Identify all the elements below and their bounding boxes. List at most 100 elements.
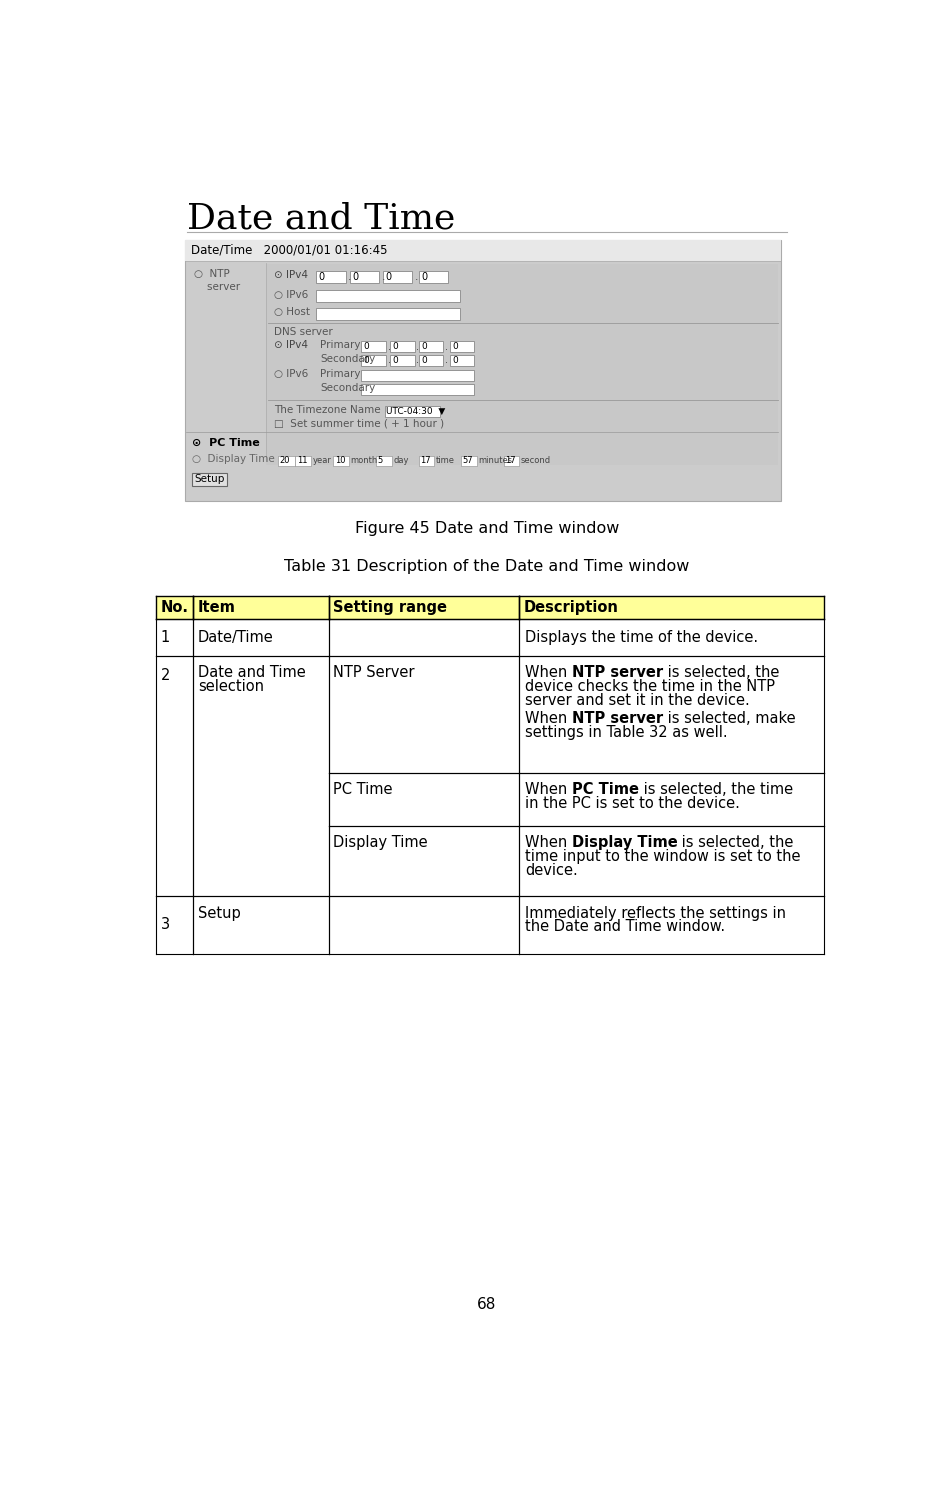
Bar bbox=[266, 265, 777, 465]
Text: ○  Display Time: ○ Display Time bbox=[192, 453, 276, 464]
Text: Date/Time   2000/01/01 01:16:45: Date/Time 2000/01/01 01:16:45 bbox=[191, 244, 388, 256]
Text: the Date and Time window.: the Date and Time window. bbox=[524, 920, 725, 935]
Text: ⊙ IPv4: ⊙ IPv4 bbox=[274, 271, 308, 280]
Bar bbox=[385, 405, 441, 417]
Text: Immediately reflects the settings in: Immediately reflects the settings in bbox=[524, 905, 786, 920]
Bar bbox=[192, 473, 227, 486]
Text: NTP server: NTP server bbox=[572, 711, 663, 726]
Bar bbox=[419, 271, 448, 283]
Text: 0: 0 bbox=[452, 343, 458, 352]
Text: minutes: minutes bbox=[479, 456, 512, 465]
Text: Setting range: Setting range bbox=[333, 600, 447, 615]
Text: The Timezone Name: The Timezone Name bbox=[274, 405, 380, 414]
Bar bbox=[333, 456, 349, 465]
Bar bbox=[350, 271, 379, 283]
Bar bbox=[376, 456, 391, 465]
Text: ○ IPv6: ○ IPv6 bbox=[274, 370, 308, 378]
Text: 0: 0 bbox=[452, 356, 458, 365]
Text: 0: 0 bbox=[421, 272, 428, 281]
Text: Displays the time of the device.: Displays the time of the device. bbox=[524, 630, 758, 645]
Text: year: year bbox=[313, 456, 332, 465]
Text: is selected, the time: is selected, the time bbox=[638, 782, 793, 797]
Text: Table 31 Description of the Date and Time window: Table 31 Description of the Date and Tim… bbox=[284, 560, 690, 574]
Text: 0: 0 bbox=[364, 356, 370, 365]
Bar bbox=[383, 271, 412, 283]
Bar bbox=[449, 355, 474, 367]
Text: 20: 20 bbox=[279, 456, 290, 465]
Bar bbox=[419, 355, 444, 367]
Text: .: . bbox=[415, 272, 418, 281]
Bar bbox=[419, 341, 444, 352]
Text: NTP Server: NTP Server bbox=[333, 666, 415, 681]
Text: Secondary: Secondary bbox=[320, 353, 375, 364]
Text: second: second bbox=[521, 456, 551, 465]
Text: .: . bbox=[388, 341, 390, 352]
Bar bbox=[462, 456, 477, 465]
Bar bbox=[329, 595, 519, 619]
Text: Date and Time: Date and Time bbox=[187, 200, 455, 235]
Text: 0: 0 bbox=[364, 343, 370, 352]
Text: No.: No. bbox=[161, 600, 189, 615]
Text: settings in Table 32 as well.: settings in Table 32 as well. bbox=[524, 724, 728, 739]
Text: .: . bbox=[416, 341, 419, 352]
Text: 57: 57 bbox=[463, 456, 473, 465]
Text: .: . bbox=[388, 356, 390, 365]
Text: 11: 11 bbox=[297, 456, 308, 465]
Text: 0: 0 bbox=[392, 356, 398, 365]
Bar bbox=[390, 341, 415, 352]
Text: UTC-04:30  ▼: UTC-04:30 ▼ bbox=[386, 407, 446, 416]
Text: .: . bbox=[348, 272, 352, 281]
Text: 10: 10 bbox=[335, 456, 346, 465]
Text: Item: Item bbox=[198, 600, 236, 615]
Text: Setup: Setup bbox=[198, 905, 240, 920]
Text: is selected, the: is selected, the bbox=[677, 835, 794, 850]
Text: .: . bbox=[382, 272, 385, 281]
Text: PC Time: PC Time bbox=[572, 782, 638, 797]
Text: 0: 0 bbox=[392, 343, 398, 352]
Text: is selected, make: is selected, make bbox=[663, 711, 795, 726]
Bar bbox=[361, 371, 474, 381]
Bar bbox=[316, 271, 346, 283]
Bar bbox=[316, 290, 460, 302]
Text: PC Time: PC Time bbox=[333, 782, 393, 797]
Text: in the PC is set to the device.: in the PC is set to the device. bbox=[524, 796, 740, 811]
Bar bbox=[449, 341, 474, 352]
Text: 0: 0 bbox=[386, 272, 391, 281]
Bar bbox=[184, 239, 781, 262]
Bar bbox=[316, 308, 460, 320]
Text: Figure 45 Date and Time window: Figure 45 Date and Time window bbox=[354, 521, 619, 536]
Bar bbox=[277, 456, 294, 465]
Text: time input to the window is set to the: time input to the window is set to the bbox=[524, 848, 800, 863]
Bar bbox=[361, 384, 474, 395]
Text: 0: 0 bbox=[318, 272, 325, 281]
Bar bbox=[156, 595, 193, 619]
Text: 1: 1 bbox=[161, 630, 170, 645]
Text: Secondary: Secondary bbox=[320, 383, 375, 393]
Bar bbox=[361, 355, 386, 367]
Bar bbox=[184, 239, 781, 501]
Text: DNS server: DNS server bbox=[274, 328, 332, 338]
Text: Display Time: Display Time bbox=[572, 835, 677, 850]
Bar bbox=[193, 595, 329, 619]
Text: .: . bbox=[445, 341, 448, 352]
Text: When: When bbox=[524, 666, 572, 681]
Text: month: month bbox=[351, 456, 378, 465]
Text: device checks the time in the NTP: device checks the time in the NTP bbox=[524, 679, 775, 694]
Text: 17: 17 bbox=[420, 456, 431, 465]
Text: When: When bbox=[524, 835, 572, 850]
Text: .: . bbox=[445, 356, 448, 365]
Text: selection: selection bbox=[198, 679, 264, 694]
Text: 5: 5 bbox=[377, 456, 383, 465]
Text: When: When bbox=[524, 782, 572, 797]
Text: time: time bbox=[436, 456, 455, 465]
Text: day: day bbox=[393, 456, 408, 465]
Text: When: When bbox=[524, 711, 572, 726]
Text: 17: 17 bbox=[505, 456, 516, 465]
Bar bbox=[419, 456, 434, 465]
Text: NTP server: NTP server bbox=[572, 666, 663, 681]
Text: .: . bbox=[416, 356, 419, 365]
Bar bbox=[295, 456, 311, 465]
Text: Date and Time: Date and Time bbox=[198, 666, 306, 681]
Text: is selected, the: is selected, the bbox=[663, 666, 779, 681]
Text: ⊙ IPv4: ⊙ IPv4 bbox=[274, 340, 308, 350]
